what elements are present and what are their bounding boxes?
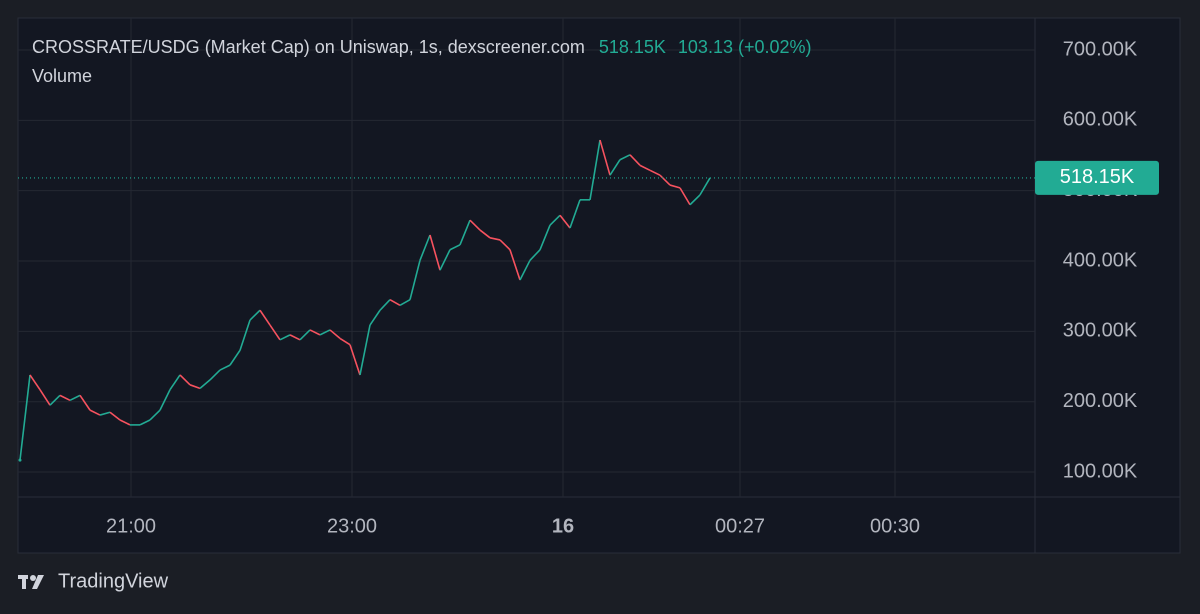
price-segment [569, 199, 581, 229]
x-tick-label: 00:27 [715, 515, 765, 537]
price-segment [389, 299, 401, 307]
price-segment [309, 329, 321, 336]
price-segment [689, 194, 701, 206]
price-segment [509, 249, 521, 281]
price-segment [219, 364, 231, 371]
price-segment [119, 419, 131, 426]
price-segment [519, 259, 531, 281]
legend-header: CROSSRATE/USDG (Market Cap) on Uniswap, … [32, 37, 812, 57]
price-segment [79, 394, 91, 411]
price-segment [99, 411, 111, 416]
grid [18, 18, 1035, 497]
price-segment [179, 374, 191, 386]
price-segment [589, 139, 601, 200]
price-segment [299, 329, 311, 341]
price-segment [19, 374, 31, 461]
price-segment [659, 174, 671, 186]
price-segment [249, 309, 261, 321]
price-segment [39, 389, 51, 406]
price-segment [269, 324, 281, 341]
price-segment [469, 219, 481, 231]
price-segment [289, 334, 301, 341]
price-segment [139, 419, 151, 426]
price-segment [59, 394, 71, 402]
price-segment [409, 260, 421, 300]
brand-name: TradingView [58, 570, 169, 592]
pane-label: Volume [32, 66, 92, 86]
y-tick-label: 100.00K [1063, 460, 1138, 482]
price-segment [529, 249, 541, 261]
chart-title: CROSSRATE/USDG (Market Cap) on Uniswap, … [32, 37, 585, 57]
y-tick-label: 300.00K [1063, 320, 1138, 342]
price-segment [359, 324, 371, 376]
price-segment [349, 344, 361, 376]
x-tick-label: 21:00 [106, 515, 156, 537]
price-segment [669, 184, 681, 189]
y-tick-label: 600.00K [1063, 109, 1138, 131]
price-segment [619, 154, 631, 161]
price-segment [599, 139, 611, 176]
price-segment [329, 329, 341, 339]
y-tick-label: 700.00K [1063, 38, 1138, 60]
price-segment [489, 237, 501, 241]
price-segment [199, 379, 211, 389]
price-segment [679, 187, 691, 206]
price-segment [49, 394, 61, 406]
price-segment [609, 159, 621, 176]
price-segment [439, 249, 451, 271]
price-segment [319, 329, 331, 336]
last-price-badge [1035, 160, 1159, 195]
y-tick-label: 200.00K [1063, 390, 1138, 412]
price-segment [189, 384, 201, 390]
price-segment [629, 154, 641, 166]
price-segment [479, 229, 491, 239]
price-segment [419, 234, 431, 261]
price-segment [699, 177, 711, 196]
price-segment [539, 224, 551, 251]
price-segment [429, 234, 441, 271]
price-segment [639, 164, 651, 171]
change: 103.13 (+0.02%) [678, 37, 812, 57]
price-segment [259, 309, 271, 326]
price-segment [29, 374, 41, 391]
price-segment [109, 411, 121, 421]
last-price-label: 518.15K [1060, 166, 1135, 188]
price-segment [89, 409, 101, 416]
price-segment [69, 394, 81, 402]
price-segment [499, 239, 511, 251]
chart-frame [17, 17, 1181, 554]
price-segment [649, 169, 661, 176]
price-segment [209, 369, 221, 381]
price-segment [159, 389, 171, 411]
plot [18, 139, 1035, 462]
price-segment [239, 319, 251, 351]
price-segment [149, 409, 161, 421]
price-segment [549, 214, 561, 226]
price-segment [559, 214, 571, 229]
price-segment [229, 349, 241, 366]
price-segment [169, 374, 181, 391]
price-segment [449, 244, 461, 251]
price-segment [379, 299, 391, 311]
brand-logo [18, 575, 44, 589]
y-tick-label: 400.00K [1063, 249, 1138, 271]
price-segment [339, 337, 351, 346]
price-segment [279, 334, 291, 341]
price-segment [459, 219, 471, 246]
x-tick-label: 16 [552, 515, 574, 537]
price-segment [369, 309, 381, 326]
price-segment [399, 299, 411, 307]
last-value: 518.15K [599, 37, 666, 57]
x-tick-label: 23:00 [327, 515, 377, 537]
x-tick-label: 00:30 [870, 515, 920, 537]
